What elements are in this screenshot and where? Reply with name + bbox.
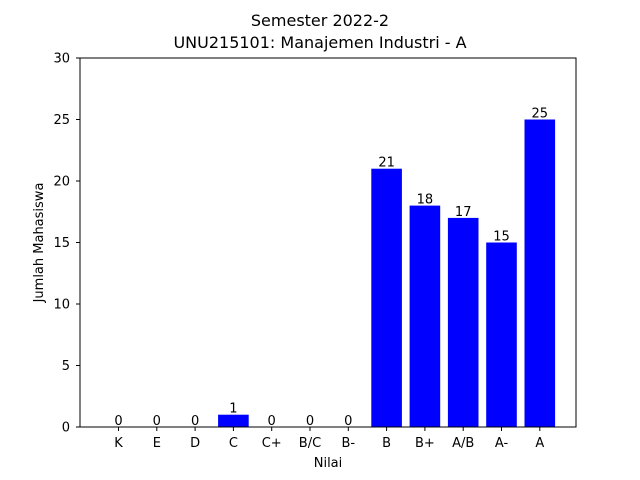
y-tick-label-30: 30 [53,52,70,67]
x-tick-label-D: D [190,436,200,451]
y-tick-label-20: 20 [53,175,70,190]
data-labels-layer: 0 0 0 1 0 0 0 21 18 17 15 25 [114,107,548,430]
y-tick-label-10: 10 [53,298,70,313]
data-label-B/C: 0 [306,414,314,429]
bar-A [524,119,556,427]
data-label-E: 0 [153,414,161,429]
bar-A- [486,242,517,427]
x-tick-label-E: E [153,436,161,451]
bars-layer [218,119,556,427]
data-label-A: 25 [532,107,549,122]
x-tick-label-B: B [382,436,391,451]
x-tick-label-B/C: B/C [299,436,321,451]
data-label-K: 0 [114,414,122,429]
y-tick-label-5: 5 [62,359,70,374]
x-tick-label-A-: A- [495,436,509,451]
plot-area-frame [79,57,577,428]
chart-subtitle: UNU215101: Manajemen Industri - A [173,33,467,52]
data-label-A/B: 17 [455,205,472,220]
x-tick-label-A/B: A/B [452,436,474,451]
x-tick-label-C: C [229,436,238,451]
data-label-B: 21 [378,156,395,171]
x-axis-label: Nilai [314,456,343,471]
x-tick-label-C+: C+ [262,436,282,451]
y-tick-label-15: 15 [53,236,70,251]
y-tick-label-25: 25 [53,113,70,128]
x-tick-label-A: A [535,436,544,451]
data-label-C: 1 [229,402,237,417]
data-label-D: 0 [191,414,199,429]
bar-C [218,414,249,427]
data-label-B-: 0 [344,414,352,429]
x-tick-label-K: K [114,436,123,451]
data-label-A-: 15 [493,230,510,245]
bar-B [371,168,402,427]
x-tick-label-B+: B+ [415,436,435,451]
chart-title: Semester 2022-2 [250,11,390,30]
y-axis-label: Jumlah Mahasiswa [32,183,47,304]
data-label-B+: 18 [417,193,434,208]
bar-A/B [447,217,479,427]
x-tick-label-B-: B- [341,436,355,451]
y-tick-label-0: 0 [62,421,70,436]
bar-B+ [409,205,441,427]
data-label-C+: 0 [268,414,276,429]
